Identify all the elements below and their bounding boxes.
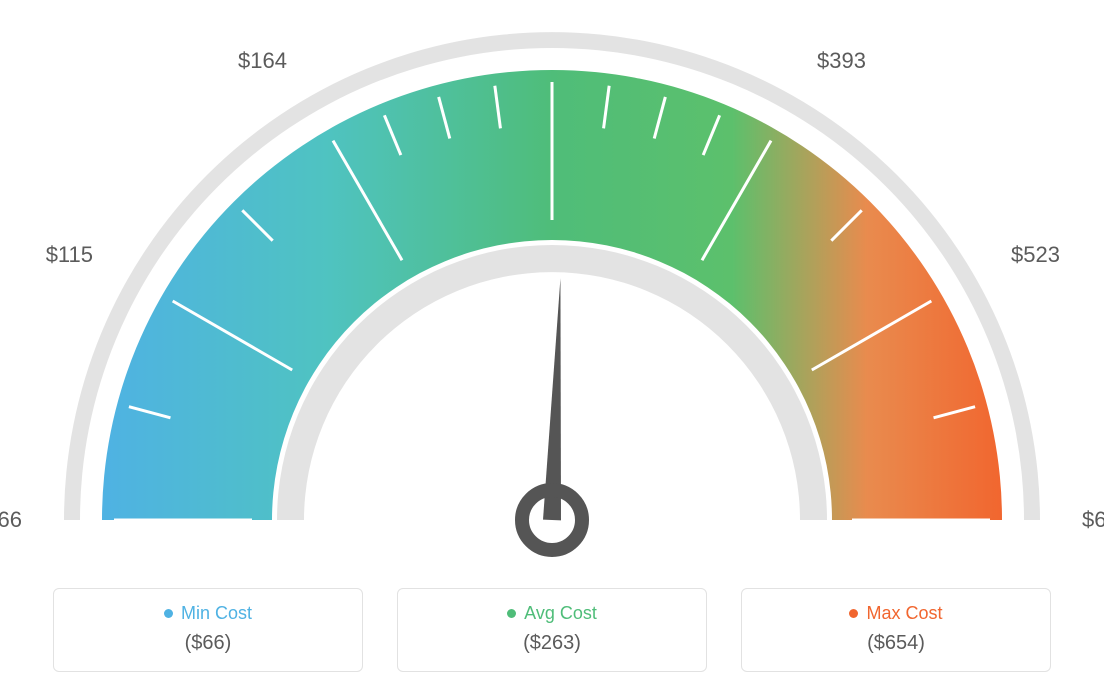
legend-max-label: Max Cost: [866, 603, 942, 624]
legend-max-dot: [849, 609, 858, 618]
tick-label: $523: [1011, 242, 1060, 267]
tick-label: $393: [817, 48, 866, 73]
tick-label: $164: [238, 48, 287, 73]
gauge-svg: $66 $115 $164 $263 $393 $523 $654: [0, 0, 1104, 560]
legend-avg-label: Avg Cost: [524, 603, 597, 624]
legend-avg-value: ($263): [398, 632, 706, 655]
legend-avg-dot: [507, 609, 516, 618]
legend-min-value: ($66): [54, 632, 362, 655]
legend: Min Cost ($66) Avg Cost ($263) Max Cost …: [0, 588, 1104, 672]
legend-avg: Avg Cost ($263): [397, 588, 707, 672]
legend-max: Max Cost ($654): [741, 588, 1051, 672]
tick-label: $263: [528, 0, 577, 2]
legend-max-label-row: Max Cost: [849, 603, 942, 624]
tick-label: $654: [1082, 507, 1104, 532]
cost-gauge-chart: $66 $115 $164 $263 $393 $523 $654 Min Cost ($6…: [0, 0, 1104, 690]
legend-min-label: Min Cost: [181, 603, 252, 624]
legend-min-label-row: Min Cost: [164, 603, 252, 624]
tick-label: $66: [0, 507, 22, 532]
legend-avg-label-row: Avg Cost: [507, 603, 597, 624]
gauge-area: $66 $115 $164 $263 $393 $523 $654: [0, 0, 1104, 560]
legend-max-value: ($654): [742, 632, 1050, 655]
tick-label: $115: [46, 242, 93, 267]
legend-min: Min Cost ($66): [53, 588, 363, 672]
legend-min-dot: [164, 609, 173, 618]
